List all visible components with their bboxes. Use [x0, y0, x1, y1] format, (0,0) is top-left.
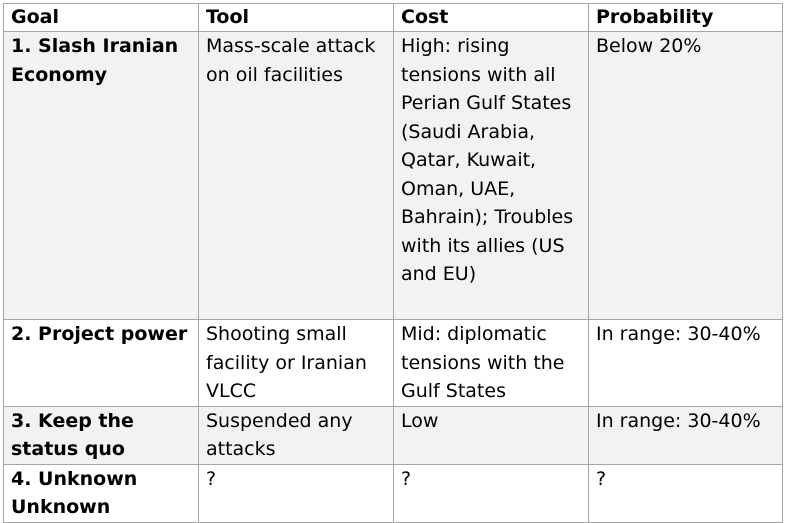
- probability-cell: Below 20%: [588, 31, 783, 320]
- tool-cell: Shooting small facility or Iranian VLCC: [198, 319, 394, 407]
- goal-cell: 4. Unknown Unknown: [3, 463, 199, 523]
- header-cost: Cost: [393, 3, 589, 32]
- goal-cell: 3. Keep the status quo: [3, 405, 199, 465]
- header-probability: Probability: [588, 3, 783, 32]
- header-row: Goal Tool Cost Probability: [3, 3, 783, 32]
- cost-cell: ?: [393, 463, 589, 523]
- scenario-table: Goal Tool Cost Probability 1. Slash Iran…: [3, 3, 783, 523]
- goal-cell: 2. Project power: [3, 319, 199, 407]
- goal-cell: 1. Slash Iranian Economy: [3, 31, 199, 320]
- table-row: 2. Project power Shooting small facility…: [3, 319, 783, 407]
- probability-cell: In range: 30-40%: [588, 405, 783, 465]
- probability-cell: In range: 30-40%: [588, 319, 783, 407]
- cost-cell: Mid: diplomatic tensions with the Gulf S…: [393, 319, 589, 407]
- header-goal: Goal: [3, 3, 199, 32]
- tool-cell: Suspended any attacks: [198, 405, 394, 465]
- cost-cell: Low: [393, 405, 589, 465]
- table-row: 4. Unknown Unknown ? ? ?: [3, 463, 783, 523]
- table-row: 1. Slash Iranian Economy Mass-scale atta…: [3, 31, 783, 320]
- tool-cell: ?: [198, 463, 394, 523]
- tool-cell: Mass-scale attack on oil facilities: [198, 31, 394, 320]
- probability-cell: ?: [588, 463, 783, 523]
- table-row: 3. Keep the status quo Suspended any att…: [3, 405, 783, 465]
- header-tool: Tool: [198, 3, 394, 32]
- cost-cell: High: rising tensions with all Perian Gu…: [393, 31, 589, 320]
